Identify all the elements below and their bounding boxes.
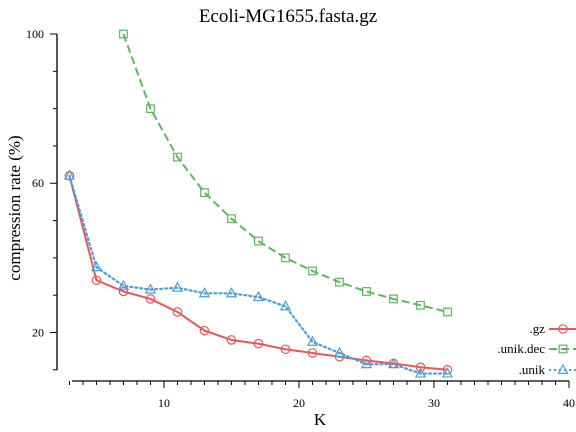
legend-label: .unik.dec <box>497 341 545 356</box>
data-point <box>227 214 236 224</box>
y-tick-label: 20 <box>32 325 44 339</box>
series-3 <box>63 169 454 378</box>
data-point <box>333 346 346 358</box>
data-point <box>198 287 211 298</box>
data-point <box>173 152 182 162</box>
data-point <box>360 357 373 369</box>
data-point <box>90 260 103 272</box>
x-axis-label: K <box>314 410 327 429</box>
legend-marker <box>557 363 569 374</box>
data-point <box>279 300 292 311</box>
data-point <box>307 348 318 358</box>
legend-label: .gz <box>529 321 545 336</box>
data-point <box>415 362 426 372</box>
series-line <box>68 175 448 371</box>
y-tick-label: 100 <box>26 27 44 41</box>
data-point <box>145 294 156 304</box>
data-point <box>63 169 76 180</box>
data-point <box>119 29 128 39</box>
legend-marker <box>558 344 568 354</box>
series-line <box>122 33 448 313</box>
x-tick-label: 30 <box>428 396 440 410</box>
data-point <box>281 253 290 263</box>
data-point <box>144 283 157 294</box>
x-tick-label: 10 <box>158 396 170 410</box>
series-1 <box>64 170 453 375</box>
data-point <box>441 367 454 378</box>
data-point <box>308 266 317 276</box>
data-point <box>117 279 130 290</box>
data-point <box>253 338 264 349</box>
data-point <box>443 307 452 317</box>
legend: .gz .unik.dec .unik <box>497 321 576 377</box>
legend-marker <box>558 324 568 334</box>
data-point <box>442 365 453 375</box>
plot-area <box>63 29 454 378</box>
data-point <box>414 367 427 378</box>
series-2 <box>119 29 452 317</box>
y-axis-label: compression rate (%) <box>5 135 24 280</box>
data-point <box>172 307 183 317</box>
axes: 10 20 30 40 20 60 100 <box>26 27 575 410</box>
data-point <box>225 287 238 298</box>
y-tick-label: 60 <box>32 176 44 190</box>
data-point <box>171 281 184 292</box>
data-point <box>146 104 155 114</box>
x-tick-label: 20 <box>293 396 305 410</box>
data-point <box>389 294 398 304</box>
data-point <box>226 335 237 345</box>
data-point <box>416 300 425 310</box>
x-tick-label: 40 <box>563 396 575 410</box>
data-point <box>387 357 400 369</box>
data-point <box>280 344 291 355</box>
data-point <box>91 275 102 286</box>
data-point <box>335 277 344 287</box>
data-point <box>200 188 209 197</box>
data-point <box>199 325 210 336</box>
series-line <box>68 174 449 375</box>
data-point <box>252 290 265 302</box>
data-point <box>254 236 263 246</box>
legend-label: .unik <box>519 362 546 377</box>
data-point <box>118 286 129 297</box>
data-point <box>306 335 319 346</box>
data-point <box>362 287 371 296</box>
chart-title: Ecoli-MG1655.fasta.gz <box>199 6 377 27</box>
